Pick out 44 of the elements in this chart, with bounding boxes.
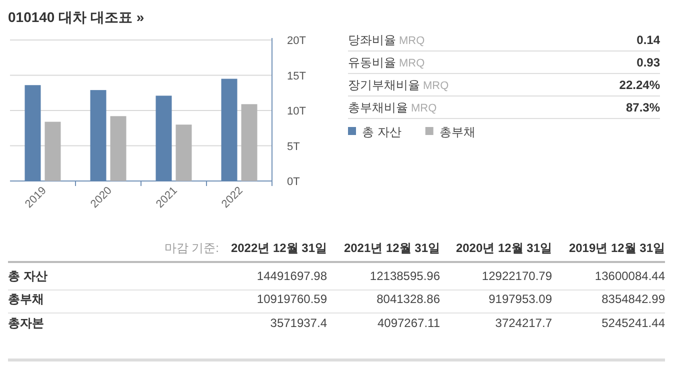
legend-label: 총부채 xyxy=(439,125,476,139)
category-label: 총부채비율 MRQ xyxy=(348,100,438,114)
text: 총자본 xyxy=(8,316,44,330)
y-tick-label: 10T xyxy=(287,106,306,118)
text: 0.14 xyxy=(636,33,660,47)
text: 총 자산 xyxy=(8,269,48,283)
category-label: 장기부채비율 MRQ xyxy=(348,78,450,92)
bar xyxy=(176,124,192,181)
bar xyxy=(241,104,258,181)
y-tick-label: 0T xyxy=(287,176,300,188)
data-label: 8041328.86 xyxy=(376,292,440,306)
data-label: 3724217.7 xyxy=(495,316,552,330)
text: 0.93 xyxy=(636,56,660,70)
data-label: 5245241.44 xyxy=(602,316,666,330)
text: 87.3% xyxy=(626,100,660,114)
category-label: 2019년 12월 31일 xyxy=(568,241,665,255)
y-tick-label: 15T xyxy=(287,70,306,82)
data-label: 12922170.79 xyxy=(482,269,552,283)
category-label: 2022년 12월 31일 xyxy=(230,241,327,255)
data-label: 14491697.98 xyxy=(256,269,328,283)
data-label: 8354842.99 xyxy=(602,292,666,306)
category-label: 2021년 12월 31일 xyxy=(344,241,440,255)
text: 22.24% xyxy=(619,78,660,92)
bar xyxy=(44,122,61,181)
bar xyxy=(221,78,238,181)
data-label: 13600084.44 xyxy=(594,269,666,283)
category-label: 당좌비율 MRQ xyxy=(348,33,426,47)
category-label: 2020년 12월 31일 xyxy=(456,241,552,255)
data-label: 9197953.09 xyxy=(488,292,552,306)
bar xyxy=(24,85,41,181)
y-tick-label: 5T xyxy=(287,140,300,153)
text: 총부채 xyxy=(8,292,44,306)
legend-label: 총 자산 xyxy=(362,125,402,139)
text: 마감 기준: xyxy=(164,241,219,255)
data-label: 4097267.11 xyxy=(377,316,440,330)
category-label: 유동비율 MRQ xyxy=(348,56,426,70)
data-label: 10919760.59 xyxy=(256,292,328,306)
bar xyxy=(110,116,126,181)
y-tick-label: 20T xyxy=(287,35,306,47)
bar xyxy=(156,96,172,181)
data-label: 3571937.4 xyxy=(270,316,328,330)
chart-title: 010140 대차 대조표 » xyxy=(8,9,144,25)
bar xyxy=(90,90,106,181)
data-label: 12138595.96 xyxy=(370,269,440,283)
